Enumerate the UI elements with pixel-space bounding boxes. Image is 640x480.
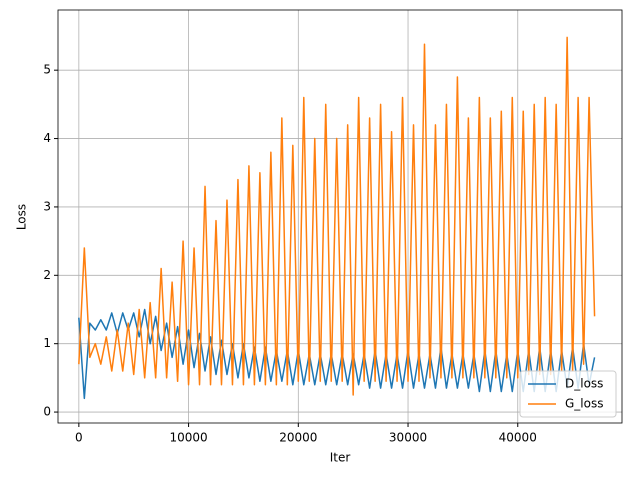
x-tick-label: 20000	[279, 431, 317, 445]
y-tick-label: 3	[43, 199, 51, 213]
x-tick-label: 10000	[169, 431, 207, 445]
y-tick-label: 5	[43, 63, 51, 77]
y-axis-label: Loss	[15, 204, 29, 230]
x-tick-label: 0	[75, 431, 83, 445]
axes-frame	[57, 9, 623, 424]
x-tick-label: 40000	[499, 431, 537, 445]
legend-label: G_loss	[565, 397, 603, 411]
y-tick-label: 2	[43, 268, 51, 282]
legend-label: D_loss	[565, 377, 603, 391]
legend-box	[519, 370, 617, 418]
y-tick-label: 1	[43, 336, 51, 350]
y-tick-label: 4	[43, 131, 51, 145]
y-tick-label: 0	[43, 405, 51, 419]
x-tick-label: 30000	[389, 431, 427, 445]
x-axis-label: Iter	[330, 451, 351, 465]
series-line	[78, 36, 596, 396]
